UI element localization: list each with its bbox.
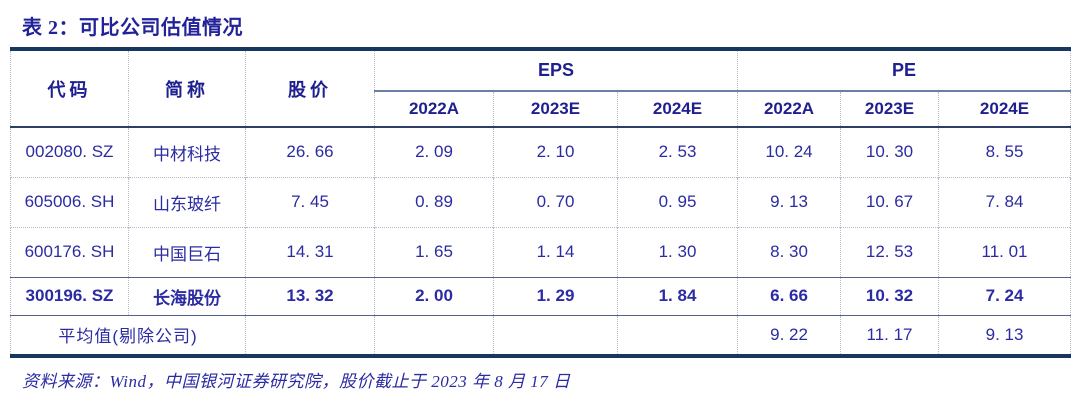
cell-code: 002080. SZ bbox=[10, 127, 129, 177]
cell-eps-2023e: 1. 29 bbox=[493, 276, 618, 316]
cell-eps-2024e: 0. 95 bbox=[616, 176, 738, 227]
cell-name: 长海股份 bbox=[128, 276, 246, 316]
col-group-pe: PE bbox=[737, 49, 1072, 92]
cell-pe-2022a: 6. 66 bbox=[737, 276, 841, 316]
cell-eps-2022a: 0. 89 bbox=[374, 176, 494, 227]
cell-name: 中材科技 bbox=[128, 127, 246, 177]
comparable-valuation-table: 代码 简称 股价 EPS PE 2022A 2023E 2024E 2022A … bbox=[10, 47, 1072, 358]
header-group-row: 代码 简称 股价 EPS PE bbox=[10, 49, 1072, 128]
table-title: 表 2：可比公司估值情况 bbox=[22, 17, 243, 39]
col-header-price: 股价 bbox=[245, 49, 375, 128]
cell-pe-2022a: 10. 24 bbox=[737, 127, 841, 177]
cell-eps-2022a: 1. 65 bbox=[374, 226, 494, 277]
cell-eps-2023e-empty bbox=[493, 315, 618, 356]
col-header-name: 简称 bbox=[128, 49, 246, 128]
cell-eps-2024e: 2. 53 bbox=[616, 127, 738, 177]
cell-price: 13. 32 bbox=[245, 276, 375, 316]
cell-price: 26. 66 bbox=[245, 127, 375, 177]
cell-pe-2023e: 10. 30 bbox=[840, 127, 939, 177]
cell-pe-2024e: 7. 24 bbox=[938, 276, 1072, 316]
col-header-code: 代码 bbox=[10, 49, 129, 128]
cell-pe-2022a: 9. 13 bbox=[737, 176, 841, 227]
cell-pe-2023e: 12. 53 bbox=[840, 226, 939, 277]
cell-pe-avg-2022a: 9. 22 bbox=[737, 315, 841, 356]
cell-pe-2024e: 7. 84 bbox=[938, 176, 1072, 227]
cell-eps-2023e: 0. 70 bbox=[493, 176, 618, 227]
cell-eps-2024e: 1. 30 bbox=[616, 226, 738, 277]
cell-price-empty bbox=[245, 315, 375, 356]
cell-eps-2022a: 2. 00 bbox=[374, 276, 494, 316]
cell-price: 7. 45 bbox=[245, 176, 375, 227]
table-row-jushi: 600176. SH 中国巨石 14. 31 1. 65 1. 14 1. 30… bbox=[10, 226, 1072, 277]
cell-eps-2023e: 1. 14 bbox=[493, 226, 618, 277]
cell-pe-2023e: 10. 67 bbox=[840, 176, 939, 227]
col-header-eps-2023e: 2023E bbox=[493, 91, 618, 128]
source-note: 资料来源：Wind，中国银河证券研究院，股价截止于 2023 年 8 月 17 … bbox=[22, 372, 571, 391]
cell-eps-2024e: 1. 84 bbox=[616, 276, 738, 316]
table-header: 代码 简称 股价 EPS PE 2022A 2023E 2024E 2022A … bbox=[10, 49, 1072, 128]
cell-eps-2022a: 2. 09 bbox=[374, 127, 494, 177]
cell-pe-avg-2024e: 9. 13 bbox=[938, 315, 1072, 356]
cell-code: 300196. SZ bbox=[10, 276, 129, 316]
col-header-eps-2022a: 2022A bbox=[374, 91, 494, 128]
cell-pe-2023e: 10. 32 bbox=[840, 276, 939, 316]
col-header-eps-2024e: 2024E bbox=[616, 91, 738, 128]
table-body: 002080. SZ 中材科技 26. 66 2. 09 2. 10 2. 53… bbox=[10, 127, 1072, 356]
table-row-average: 平均值(剔除公司) 9. 22 11. 17 9. 13 bbox=[10, 315, 1072, 356]
cell-pe-2024e: 8. 55 bbox=[938, 127, 1072, 177]
col-header-pe-2022a: 2022A bbox=[737, 91, 841, 128]
cell-name: 山东玻纤 bbox=[128, 176, 246, 227]
table-row-changhai-highlighted: 300196. SZ 长海股份 13. 32 2. 00 1. 29 1. 84… bbox=[10, 276, 1072, 316]
col-header-pe-2024e: 2024E bbox=[938, 91, 1072, 128]
cell-code: 605006. SH bbox=[10, 176, 129, 227]
header-year-row: 2022A 2023E 2024E 2022A 2023E 2024E bbox=[11, 91, 1072, 128]
col-group-eps: EPS bbox=[373, 49, 738, 92]
cell-name: 中国巨石 bbox=[128, 226, 246, 277]
cell-eps-2024e-empty bbox=[616, 315, 738, 356]
cell-eps-2023e: 2. 10 bbox=[493, 127, 618, 177]
col-header-pe-2023e: 2023E bbox=[840, 91, 939, 128]
cell-pe-2024e: 11. 01 bbox=[938, 226, 1072, 277]
cell-pe-2022a: 8. 30 bbox=[737, 226, 841, 277]
cell-average-label: 平均值(剔除公司) bbox=[10, 315, 246, 356]
cell-code: 600176. SH bbox=[10, 226, 129, 277]
cell-price: 14. 31 bbox=[245, 226, 375, 277]
cell-eps-2022a-empty bbox=[374, 315, 494, 356]
table-row-shandong: 605006. SH 山东玻纤 7. 45 0. 89 0. 70 0. 95 … bbox=[10, 176, 1072, 227]
cell-pe-avg-2023e: 11. 17 bbox=[840, 315, 939, 356]
table-row-zhongcai: 002080. SZ 中材科技 26. 66 2. 09 2. 10 2. 53… bbox=[10, 127, 1072, 177]
